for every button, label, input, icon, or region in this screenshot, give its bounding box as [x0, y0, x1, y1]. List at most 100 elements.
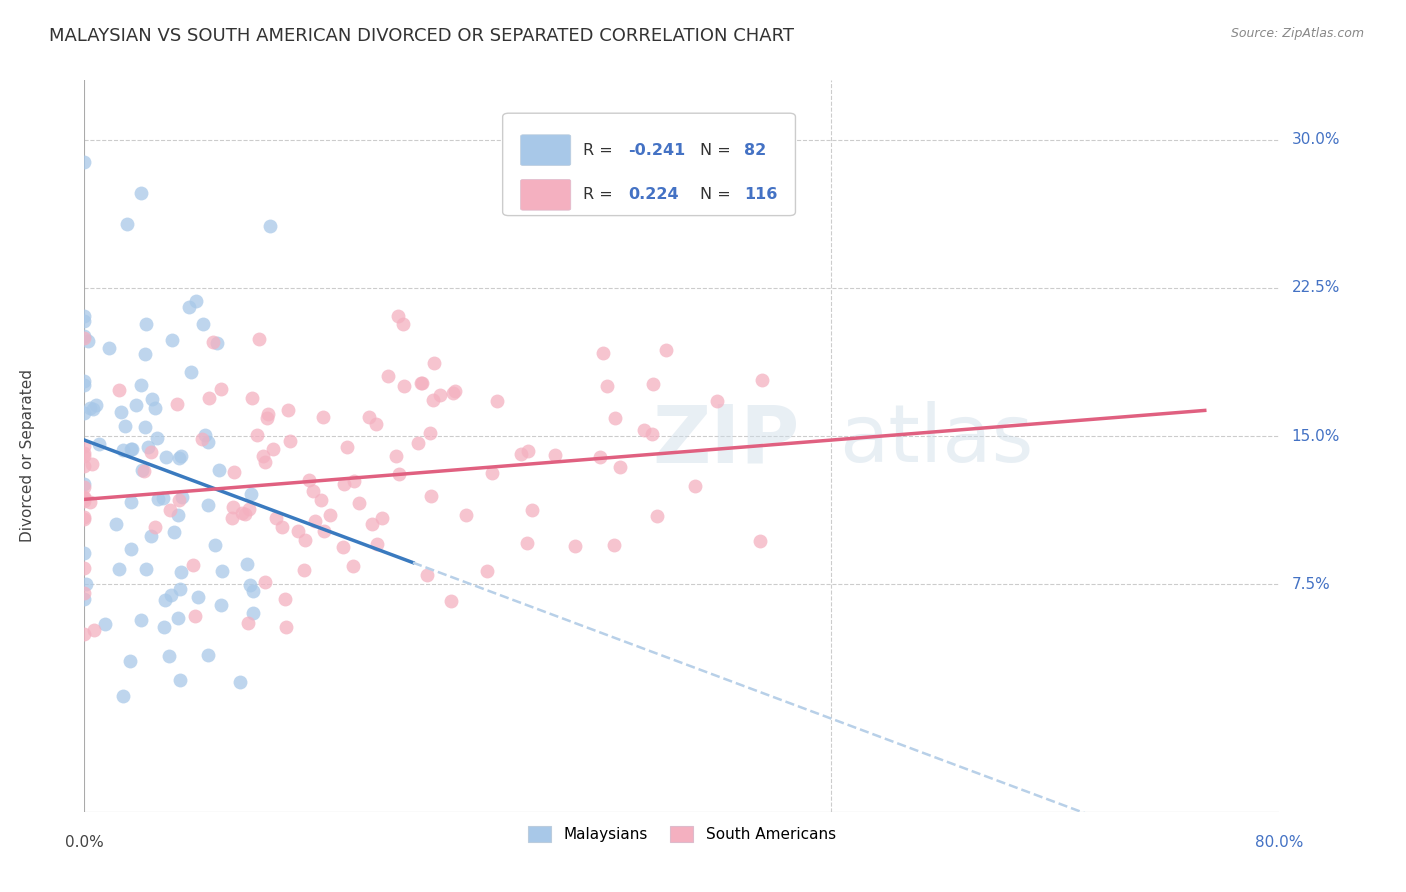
Point — [84, 398, 107, 412]
Text: N =: N = — [700, 187, 735, 202]
Point — [120, 495, 142, 509]
Point — [73, 560, 96, 574]
Point — [73, 586, 96, 600]
Point — [441, 386, 464, 401]
Point — [333, 476, 356, 491]
Point — [73, 458, 96, 473]
Text: atlas: atlas — [839, 401, 1033, 479]
Point — [207, 335, 229, 350]
Point — [366, 537, 388, 551]
Point — [184, 294, 207, 309]
Point — [242, 606, 264, 620]
Point — [120, 654, 142, 668]
Point — [129, 377, 152, 392]
Point — [112, 442, 135, 457]
Point — [277, 403, 299, 417]
Point — [706, 394, 728, 409]
Point — [364, 417, 387, 432]
Point — [201, 334, 224, 349]
Point — [246, 428, 269, 442]
Point — [422, 356, 444, 370]
Point — [73, 591, 96, 606]
Point — [167, 493, 190, 508]
Point — [105, 516, 128, 531]
Point — [609, 459, 631, 474]
Point — [114, 418, 136, 433]
Point — [115, 217, 138, 231]
Point — [73, 374, 96, 388]
Point — [264, 510, 287, 524]
Point — [301, 484, 323, 499]
Text: 82: 82 — [744, 143, 766, 158]
Point — [73, 439, 96, 453]
Point — [129, 186, 152, 201]
Point — [136, 440, 159, 454]
Point — [166, 508, 188, 522]
Point — [278, 434, 301, 448]
Point — [73, 378, 96, 392]
Point — [259, 219, 281, 233]
Point — [603, 538, 626, 552]
FancyBboxPatch shape — [520, 179, 571, 211]
Point — [79, 401, 101, 415]
Point — [420, 489, 443, 503]
Point — [73, 405, 96, 419]
Point — [112, 690, 135, 704]
Point — [388, 467, 411, 481]
Point — [516, 536, 538, 550]
Point — [683, 478, 706, 492]
Text: 30.0%: 30.0% — [1292, 132, 1340, 147]
Point — [596, 379, 619, 393]
Point — [271, 520, 294, 534]
Point — [110, 405, 132, 419]
Point — [73, 446, 96, 460]
Point — [139, 529, 162, 543]
Point — [486, 393, 509, 408]
Text: 7.5%: 7.5% — [1292, 577, 1330, 592]
Point — [80, 457, 103, 471]
Point — [153, 620, 176, 634]
Point — [181, 558, 204, 573]
Point — [73, 154, 96, 169]
Point — [633, 423, 655, 437]
Point — [73, 494, 96, 508]
Point — [342, 559, 364, 574]
Point — [197, 391, 219, 405]
Point — [391, 317, 413, 331]
Point — [120, 442, 142, 456]
FancyBboxPatch shape — [503, 113, 796, 216]
Point — [73, 627, 96, 641]
Point — [309, 493, 332, 508]
Point — [197, 499, 219, 513]
Point — [82, 402, 104, 417]
Point — [157, 648, 180, 663]
Point — [544, 448, 567, 462]
Point — [387, 309, 409, 323]
Point — [643, 377, 665, 392]
Point — [262, 442, 284, 456]
Point — [97, 341, 120, 355]
Text: 0.0%: 0.0% — [65, 836, 104, 850]
Point — [416, 567, 439, 582]
Point — [274, 591, 297, 606]
Point — [456, 508, 478, 522]
Point — [370, 510, 392, 524]
Point — [169, 582, 191, 596]
Point — [233, 507, 256, 521]
Text: Source: ZipAtlas.com: Source: ZipAtlas.com — [1230, 27, 1364, 40]
Point — [239, 578, 262, 592]
Point — [187, 590, 209, 604]
Text: -0.241: -0.241 — [628, 143, 685, 158]
Point — [443, 384, 465, 399]
Point — [361, 516, 384, 531]
Point — [139, 445, 162, 459]
Point — [160, 333, 183, 347]
Point — [169, 565, 191, 579]
Point — [159, 503, 181, 517]
Point — [194, 428, 217, 442]
Point — [298, 474, 321, 488]
Point — [392, 379, 415, 393]
Point — [76, 334, 98, 348]
Point — [645, 508, 668, 523]
Point — [287, 524, 309, 538]
